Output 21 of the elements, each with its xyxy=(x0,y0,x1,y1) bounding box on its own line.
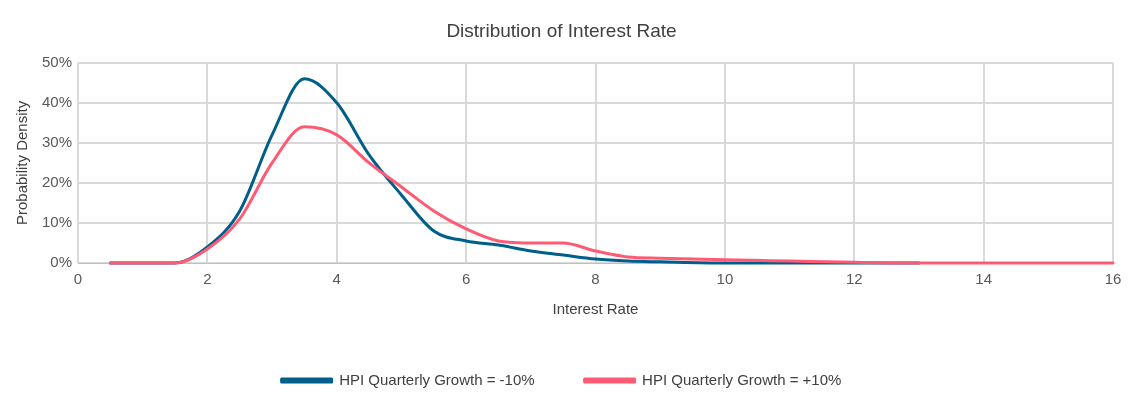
x-tick-label: 8 xyxy=(591,270,600,288)
y-tick-label: 30% xyxy=(41,133,73,151)
legend-label: HPI Quarterly Growth = -10% xyxy=(339,370,535,388)
y-axis-title: Probability Density xyxy=(13,100,31,226)
x-tick-label: 4 xyxy=(332,270,341,288)
x-tick-label: 10 xyxy=(716,270,734,288)
line-series xyxy=(108,125,1115,265)
y-tick-label: 0% xyxy=(50,253,73,271)
x-tick-label: 6 xyxy=(461,270,471,288)
x-tick-label: 12 xyxy=(845,270,863,288)
y-tick-label: 20% xyxy=(41,173,73,191)
x-tick-label: 16 xyxy=(1104,270,1122,288)
x-axis-title: Interest Rate xyxy=(552,300,639,318)
chart-title: Distribution of Interest Rate xyxy=(446,19,677,41)
y-tick-label: 40% xyxy=(41,92,73,110)
x-tick-label: 2 xyxy=(203,270,212,288)
y-tick-label: 50% xyxy=(41,52,73,70)
x-tick-label: 14 xyxy=(975,270,992,288)
legend-label: HPI Quarterly Growth = +10% xyxy=(642,370,842,388)
x-tick-label: 0 xyxy=(73,270,83,288)
y-tick-label: 10% xyxy=(41,213,73,231)
